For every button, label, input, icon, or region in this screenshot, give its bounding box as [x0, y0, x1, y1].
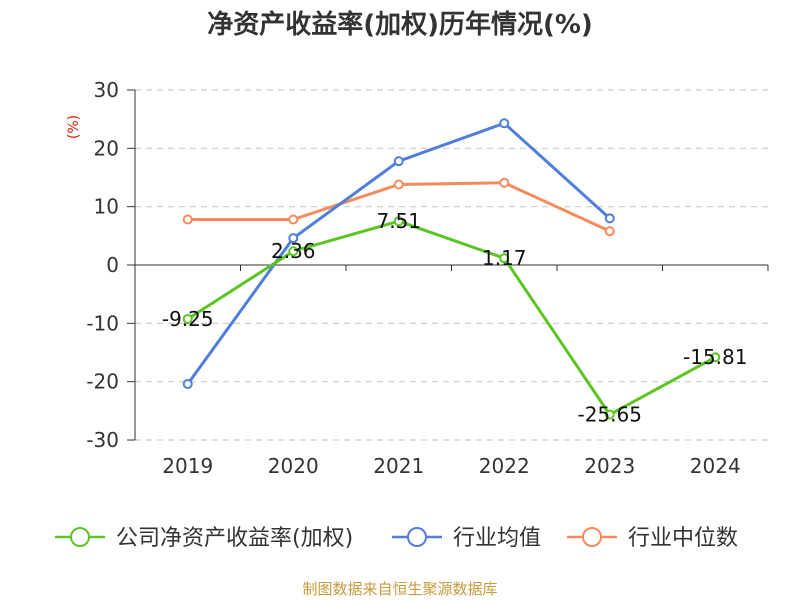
- data-point: [604, 409, 615, 420]
- legend-label: 行业均值: [453, 526, 541, 551]
- data-label: 1.17: [482, 246, 527, 270]
- data-point: [499, 118, 510, 129]
- data-label: 2.36: [271, 239, 316, 263]
- y-tick-label: 20: [94, 136, 119, 160]
- legend-marker: [70, 527, 90, 547]
- series-lines: [182, 118, 721, 420]
- y-tick-label: 10: [94, 195, 119, 219]
- source-note: 制图数据来自恒生聚源数据库: [302, 580, 497, 598]
- x-tick-label: 2023: [584, 454, 635, 478]
- data-point: [182, 313, 193, 324]
- data-point: [182, 379, 193, 389]
- data-point: [393, 156, 404, 167]
- data-point: [604, 213, 615, 224]
- legend-marker: [407, 527, 427, 547]
- legend-marker: [582, 527, 602, 547]
- y-axis-label: (%): [66, 115, 82, 139]
- x-tick-label: 2020: [268, 454, 319, 478]
- axes: 30 20 10 0 -10 -20 -30 2019 2020 2021 2022 2023 2024: [86, 78, 769, 478]
- series-line: [186, 219, 716, 417]
- data-point: [182, 214, 193, 225]
- data-point: [710, 352, 721, 363]
- legend-label: 行业中位数: [628, 526, 738, 551]
- y-tick-label: -30: [86, 428, 119, 452]
- data-point: [499, 177, 510, 188]
- legend: 公司净资产收益率(加权) 行业均值 行业中位数: [55, 526, 738, 551]
- x-tick-label: 2022: [479, 454, 530, 478]
- y-tick-label: 30: [94, 78, 119, 102]
- data-point: [393, 179, 404, 190]
- data-point: [393, 216, 404, 227]
- data-point: [288, 214, 299, 225]
- data-label: -25.65: [578, 403, 642, 427]
- data-labels: -9.25 2.36 7.51 1.17 -25.65 -15.81: [162, 209, 748, 426]
- y-tick-label: 0: [106, 253, 119, 277]
- y-tick-label: -20: [86, 370, 119, 394]
- chart-title: 净资产收益率(加权)历年情况(%): [207, 9, 593, 40]
- data-label: 7.51: [376, 209, 421, 233]
- data-label: -15.81: [683, 345, 747, 369]
- data-point: [499, 253, 510, 264]
- x-tick-label: 2019: [162, 454, 213, 478]
- data-point: [604, 226, 615, 237]
- x-tick-label: 2024: [690, 454, 741, 478]
- data-point: [288, 233, 299, 244]
- legend-label: 公司净资产收益率(加权): [116, 526, 353, 551]
- data-point: [288, 246, 299, 257]
- x-tick-label: 2021: [373, 454, 424, 478]
- y-tick-label: -10: [86, 311, 119, 335]
- data-label: -9.25: [162, 307, 214, 331]
